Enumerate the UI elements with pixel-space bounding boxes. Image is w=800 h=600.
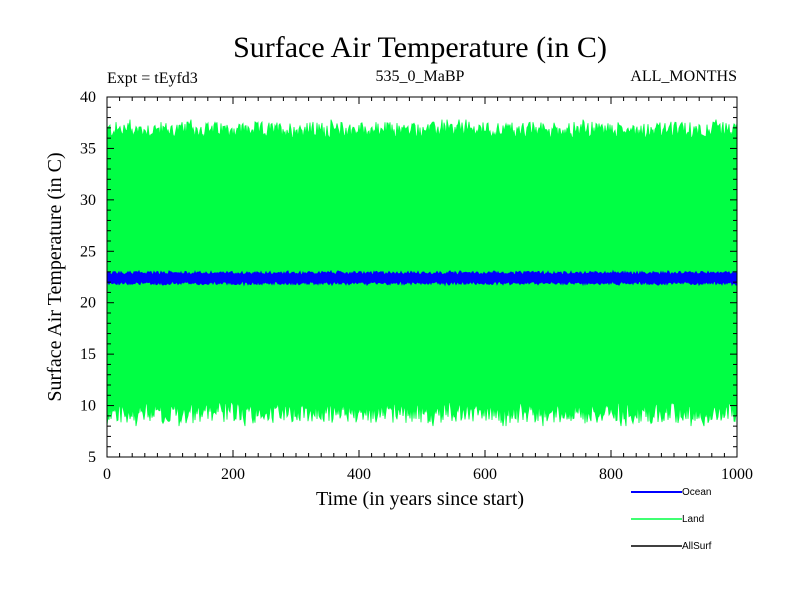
- legend-ocean-label: Ocean: [682, 487, 711, 498]
- x-tick-label: 400: [347, 466, 371, 483]
- x-tick-label: 200: [221, 466, 245, 483]
- y-tick-label: 5: [88, 449, 96, 466]
- y-tick-label: 40: [80, 89, 96, 106]
- y-axis-label: Surface Air Temperature (in C): [44, 152, 66, 401]
- x-tick-label: 0: [103, 466, 111, 483]
- legend: Ocean Land AllSurf: [631, 487, 712, 552]
- legend-land-label: Land: [682, 514, 704, 525]
- x-tick-label: 600: [473, 466, 497, 483]
- months-label: ALL_MONTHS: [630, 68, 737, 85]
- y-tick-label: 35: [80, 140, 96, 157]
- period-label: 535_0_MaBP: [376, 68, 465, 85]
- chart-title: Surface Air Temperature (in C): [233, 31, 607, 64]
- x-axis-label: Time (in years since start): [316, 488, 524, 510]
- y-tick-label: 20: [80, 295, 96, 312]
- y-axis: 5 10 15 20 25 30 35 40: [80, 89, 737, 466]
- expt-label: Expt = tEyfd3: [107, 70, 198, 87]
- x-axis: 0 200 400 600 800 1000: [103, 97, 753, 483]
- x-tick-label: 1000: [721, 466, 753, 483]
- y-tick-label: 10: [80, 398, 96, 415]
- y-tick-label: 30: [80, 192, 96, 209]
- y-tick-label: 25: [80, 243, 96, 260]
- legend-allsurf-label: AllSurf: [682, 541, 712, 552]
- plot-area: [107, 119, 737, 427]
- x-tick-label: 800: [599, 466, 623, 483]
- y-tick-label: 15: [80, 346, 96, 363]
- ocean-series: [107, 269, 737, 287]
